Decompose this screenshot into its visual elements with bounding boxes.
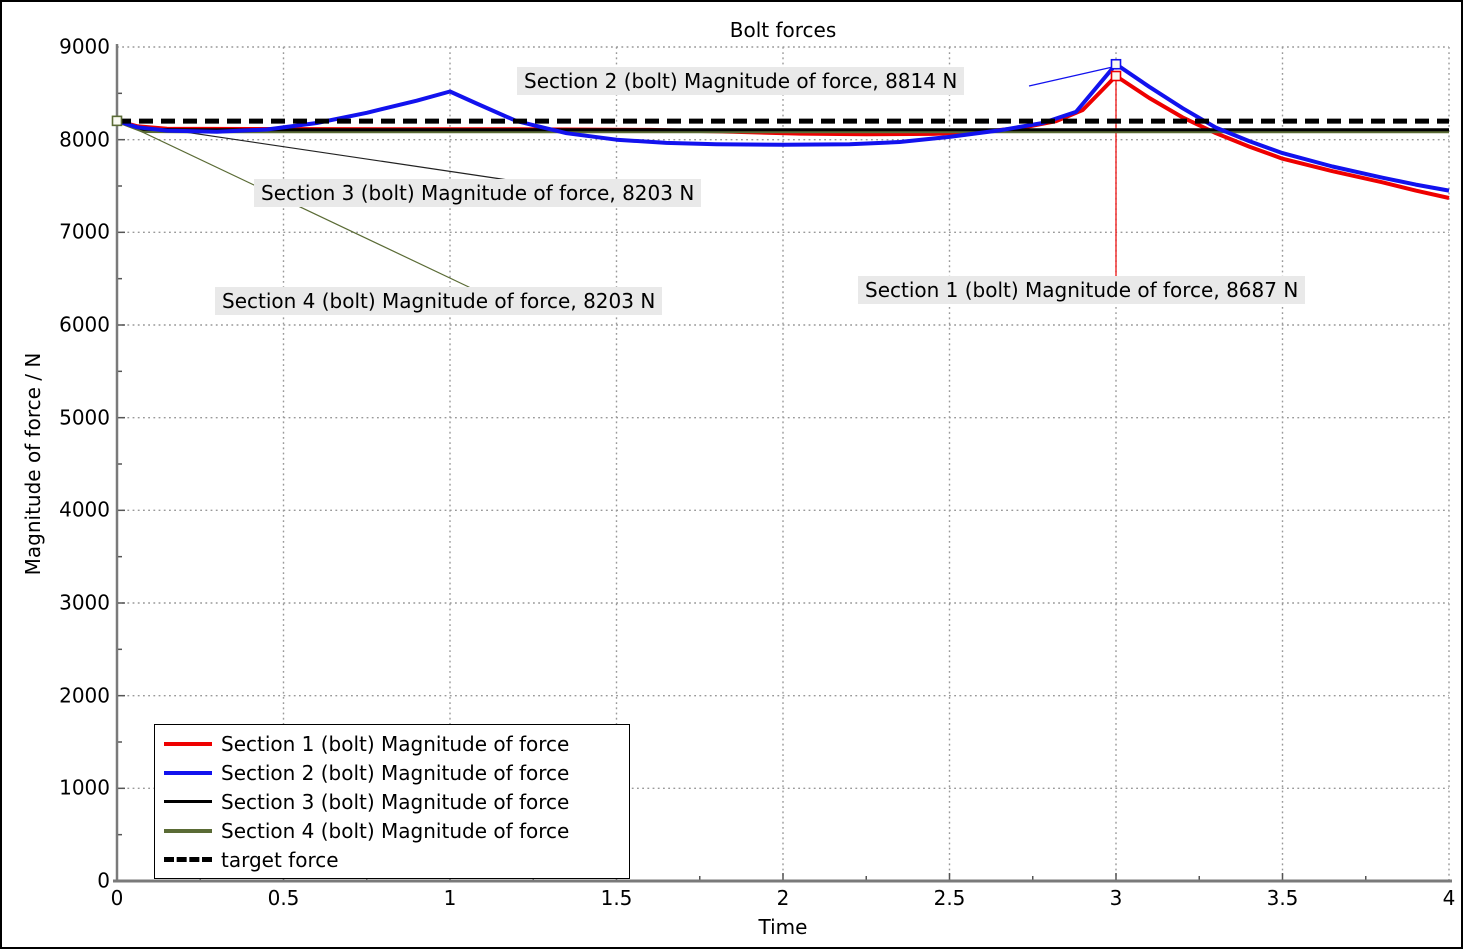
annotation-section2-peak: Section 2 (bolt) Magnitude of force, 881… — [517, 67, 965, 95]
y-tick-label: 1000 — [59, 775, 110, 800]
y-tick-label: 5000 — [59, 405, 110, 430]
legend-line-sample — [164, 770, 212, 775]
data-point-marker — [1110, 58, 1122, 70]
legend-line-sample — [164, 857, 212, 862]
x-axis-label: Time — [758, 915, 808, 939]
y-tick-label: 8000 — [59, 127, 110, 152]
legend-entry-label: target force — [221, 847, 339, 872]
annotation-section3-value: Section 3 (bolt) Magnitude of force, 820… — [254, 179, 702, 207]
legend-entry: Section 2 (bolt) Magnitude of force — [155, 758, 629, 787]
y-tick-label: 0 — [97, 868, 110, 893]
legend-line-sample — [164, 741, 212, 746]
x-tick-label: 0 — [110, 886, 124, 910]
y-tick-label: 3000 — [59, 590, 110, 615]
x-tick-label: 0.5 — [267, 886, 300, 910]
legend-box: Section 1 (bolt) Magnitude of force Secti… — [154, 724, 630, 879]
data-point-marker — [111, 115, 123, 127]
x-tick-label: 3 — [1109, 886, 1123, 910]
legend-line-sample — [164, 828, 212, 833]
legend-entry-label: Section 1 (bolt) Magnitude of force — [221, 731, 570, 756]
data-point-marker — [1110, 70, 1122, 82]
annotation-section4-value: Section 4 (bolt) Magnitude of force, 820… — [215, 287, 663, 315]
x-tick-label: 1 — [443, 886, 457, 910]
x-tick-label: 1.5 — [600, 886, 633, 910]
legend-entry: Section 3 (bolt) Magnitude of force — [155, 787, 629, 816]
legend-line-sample — [164, 800, 212, 803]
legend-entry-label: Section 2 (bolt) Magnitude of force — [221, 760, 570, 785]
x-tick-label: 2 — [776, 886, 790, 910]
y-tick-label: 4000 — [59, 497, 110, 522]
y-tick-label: 6000 — [59, 312, 110, 337]
legend-entry-label: Section 3 (bolt) Magnitude of force — [221, 789, 570, 814]
y-tick-label: 7000 — [59, 219, 110, 244]
y-tick-label: 9000 — [59, 34, 110, 59]
leader-section2 — [1028, 65, 1117, 87]
x-tick-label: 2.5 — [933, 886, 966, 910]
legend-entry: Section 1 (bolt) Magnitude of force — [155, 729, 629, 758]
legend-entry-label: Section 4 (bolt) Magnitude of force — [221, 818, 570, 843]
legend-entry: Section 4 (bolt) Magnitude of force — [155, 816, 629, 845]
y-tick-label: 2000 — [59, 683, 110, 708]
y-axis-label: Magnitude of force / N — [21, 352, 45, 576]
x-tick-label: 3.5 — [1266, 886, 1299, 910]
legend-entry: target force — [155, 845, 629, 874]
x-tick-label: 4 — [1442, 886, 1456, 910]
annotation-section1-peak: Section 1 (bolt) Magnitude of force, 868… — [858, 276, 1306, 304]
chart-title: Bolt forces — [729, 18, 837, 42]
